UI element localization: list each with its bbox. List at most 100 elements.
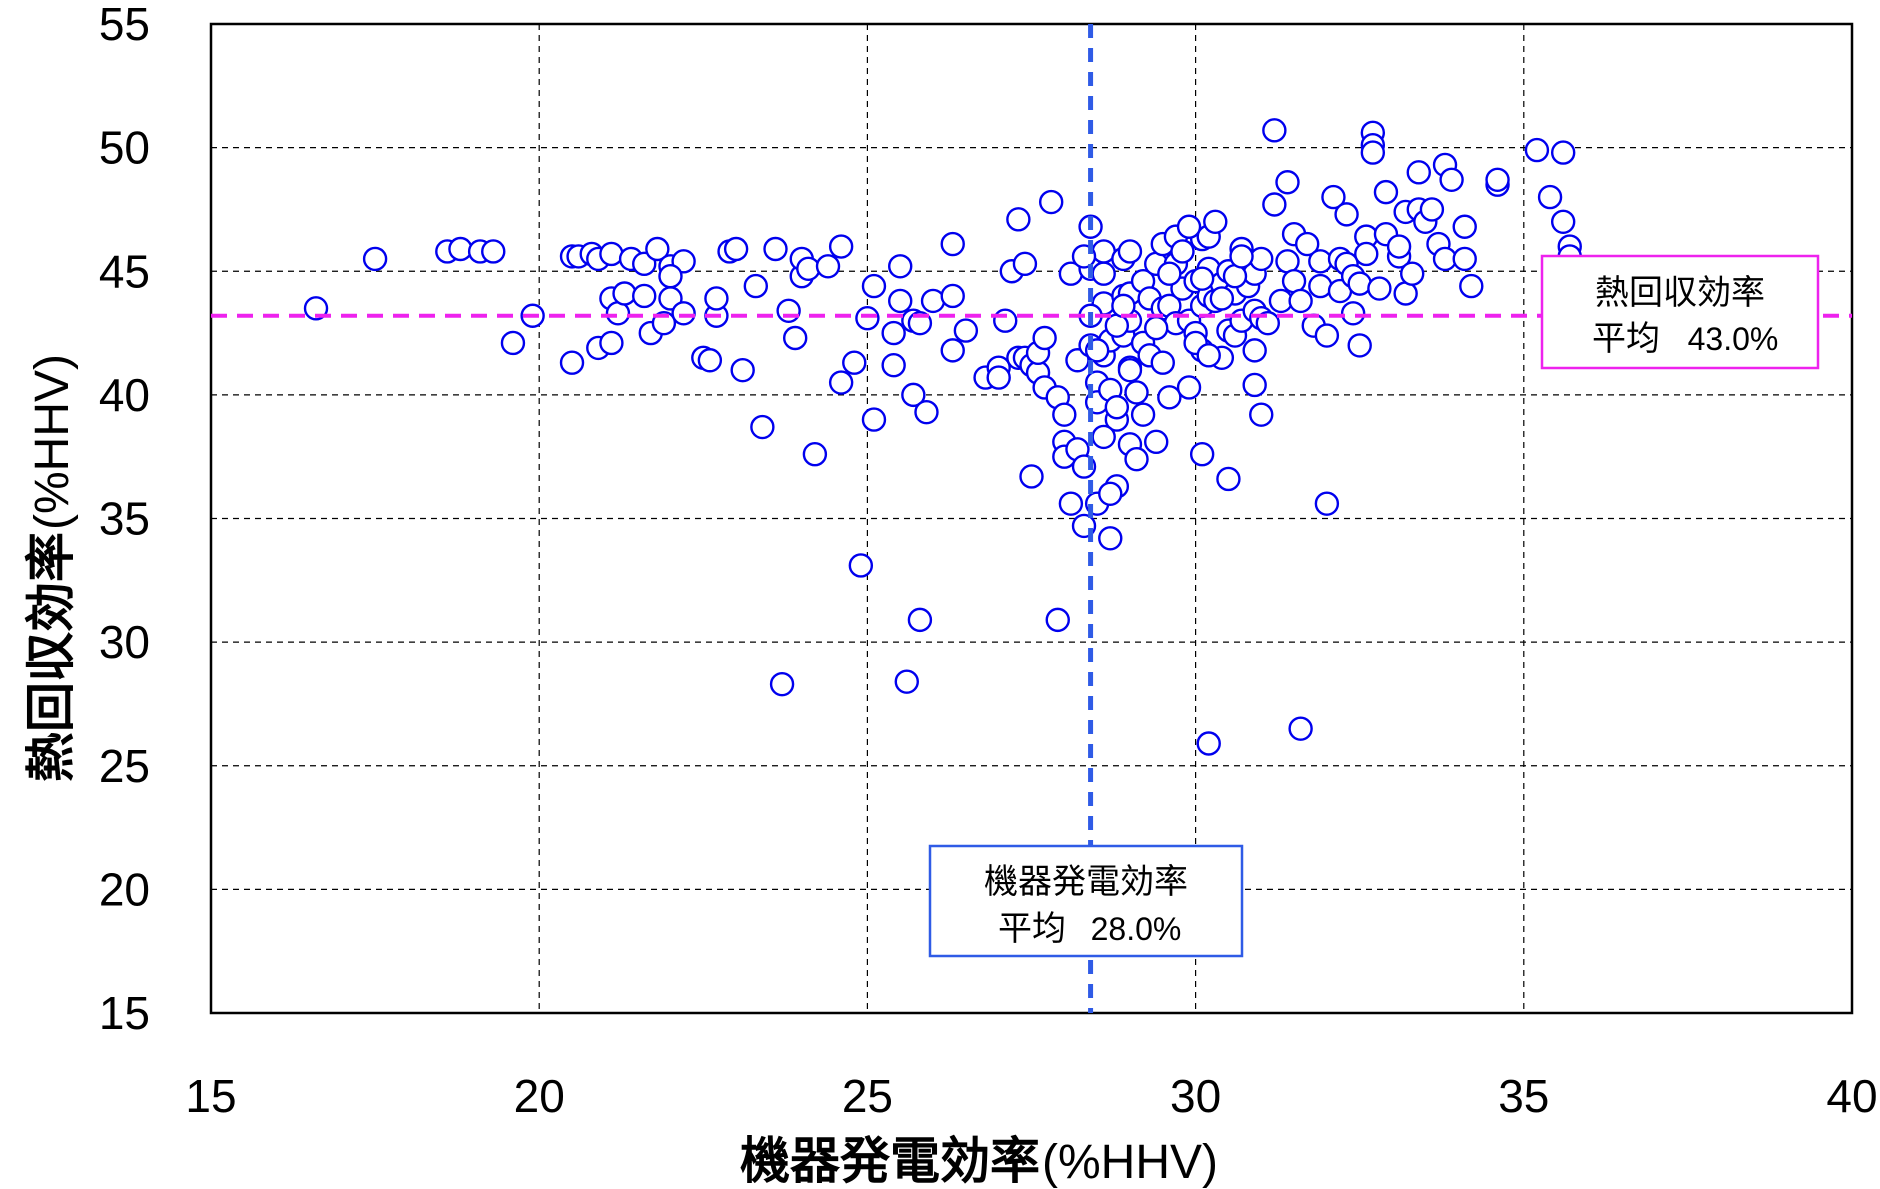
data-point: [1360, 140, 1386, 165]
data-point: [1098, 481, 1123, 506]
data-point: [848, 553, 874, 578]
data-point: [1091, 424, 1116, 450]
y-tick-labels: 15 20 25 30 35 40 45 50 55: [99, 0, 150, 1039]
data-point: [861, 273, 887, 299]
data-point: [796, 256, 821, 281]
data-point: [599, 241, 624, 267]
data-point: [1537, 184, 1563, 210]
data-point: [776, 298, 801, 324]
data-point: [1209, 286, 1235, 311]
mean-x-annotation-value: 28.0%: [1091, 911, 1182, 947]
data-point: [1091, 261, 1116, 286]
data-point: [1242, 372, 1267, 398]
data-point: [1334, 202, 1359, 227]
x-tick-label: 15: [185, 1070, 236, 1122]
data-point: [1347, 271, 1372, 296]
data-point: [1006, 207, 1031, 232]
data-point: [1452, 246, 1477, 272]
data-point: [881, 320, 906, 346]
data-point: [920, 288, 946, 314]
data-point: [1373, 179, 1399, 205]
mean-x-annotation-title: 機器発電効率: [984, 862, 1188, 902]
data-point: [1203, 209, 1228, 235]
data-point: [1367, 276, 1392, 301]
data-point: [1347, 333, 1372, 358]
y-tick-label: 15: [99, 987, 150, 1039]
mean-y-annotation-value: 43.0%: [1688, 321, 1779, 357]
data-point: [1117, 357, 1143, 383]
data-point: [723, 236, 749, 262]
data-point: [1058, 491, 1084, 516]
data-point: [953, 318, 979, 343]
data-point: [894, 669, 919, 694]
y-tick-label: 20: [99, 863, 150, 915]
data-point: [697, 348, 723, 373]
data-point: [1314, 323, 1340, 348]
data-point: [481, 239, 506, 264]
data-point: [1111, 293, 1136, 319]
mean-y-annotation-title: 熱回収効率: [1595, 273, 1765, 313]
data-point: [940, 283, 965, 309]
data-point: [1406, 160, 1431, 185]
x-axis-title: 機器発電効率: [740, 1132, 1040, 1189]
data-point: [1012, 251, 1038, 277]
data-point: [1262, 192, 1287, 217]
data-point: [632, 283, 657, 309]
data-point: [1157, 385, 1182, 410]
data-point: [1144, 429, 1169, 455]
data-point: [888, 254, 913, 279]
data-point: [1262, 118, 1287, 143]
y-tick-label: 30: [99, 616, 150, 668]
data-point: [559, 350, 585, 375]
data-point: [763, 236, 788, 262]
data-point: [1452, 214, 1477, 239]
mean-x-annotation-box: [928, 844, 1244, 958]
data-point: [1124, 446, 1149, 472]
data-point: [1032, 325, 1057, 351]
mean-y-annotation-box: [1540, 254, 1820, 370]
y-axis-title: 熱回収効率: [22, 532, 80, 782]
y-tick-label: 50: [99, 122, 150, 174]
data-point: [1196, 731, 1221, 756]
data-point: [1045, 607, 1070, 633]
data-point: [881, 353, 906, 378]
data-point: [1144, 315, 1169, 341]
data-point: [1354, 241, 1379, 267]
data-point: [1117, 239, 1143, 264]
data-point: [1459, 273, 1484, 299]
data-point: [901, 382, 926, 408]
data-point: [1400, 261, 1425, 286]
data-point: [1170, 239, 1195, 264]
data-point: [940, 338, 965, 363]
data-point: [658, 263, 683, 289]
data-point: [1189, 442, 1215, 467]
data-point: [1294, 231, 1320, 257]
data-point: [815, 254, 841, 279]
y-tick-label: 40: [99, 369, 150, 421]
data-point: [855, 306, 880, 331]
data-point: [704, 286, 729, 311]
data-point: [645, 236, 670, 262]
data-point: [730, 357, 755, 383]
data-point: [1308, 249, 1333, 274]
data-point: [907, 607, 933, 633]
data-point: [599, 330, 624, 356]
y-axis-title-unit: (%HHV): [26, 354, 79, 530]
data-point: [1550, 140, 1576, 165]
data-point: [750, 414, 775, 440]
data-point: [500, 330, 526, 356]
data-point: [1419, 197, 1445, 222]
data-point: [828, 234, 854, 259]
data-point: [1104, 395, 1130, 420]
x-tick-label: 35: [1498, 1070, 1549, 1122]
mean-x-annotation-label: 平均: [998, 909, 1066, 949]
y-tick-label: 35: [99, 493, 150, 545]
x-tick-label: 30: [1170, 1070, 1221, 1122]
data-point: [1229, 244, 1254, 269]
data-point: [671, 301, 696, 326]
data-point: [986, 365, 1011, 390]
data-point: [1150, 350, 1175, 375]
data-point: [1176, 375, 1202, 400]
data-point: [1340, 301, 1366, 326]
